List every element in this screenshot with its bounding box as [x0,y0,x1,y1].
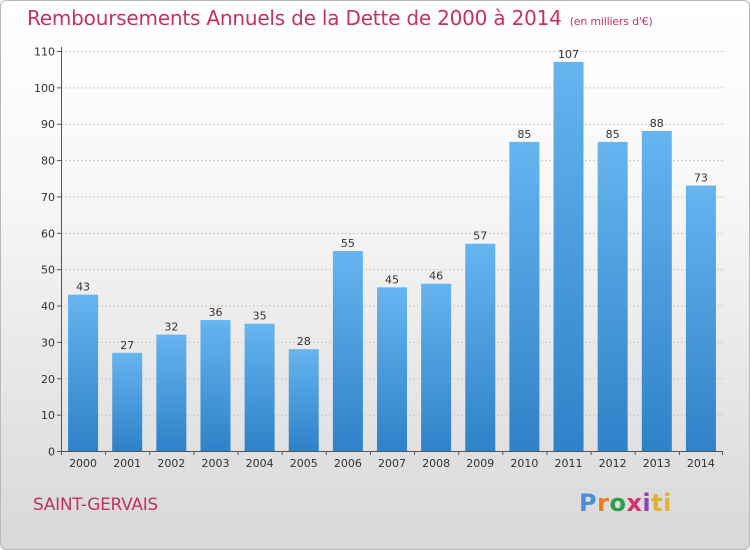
logo-letter: o [609,489,627,517]
bar-value-label: 36 [208,306,222,319]
bar [112,352,143,451]
proxiti-logo[interactable]: Proxiti [579,489,672,517]
x-tick-label: 2000 [69,457,97,470]
bar-value-label: 57 [473,230,487,243]
x-tick-label: 2005 [290,457,318,470]
bar [156,334,187,451]
bar [597,141,628,451]
x-tick-label: 2001 [113,457,141,470]
bar [509,141,540,451]
bar-value-label: 46 [429,270,443,283]
x-tick-label: 2008 [422,457,450,470]
y-tick-label: 70 [41,191,55,204]
y-tick-label: 110 [34,46,55,59]
y-tick-label: 60 [41,227,55,240]
bar [288,349,319,451]
x-tick-label: 2010 [510,457,538,470]
bar-value-label: 85 [517,128,531,141]
bar-value-label: 28 [297,335,311,348]
bar [68,294,99,451]
bar [244,323,275,451]
bar [553,61,584,452]
bar-value-label: 27 [120,339,134,352]
x-tick-label: 2006 [334,457,362,470]
logo-letter: ti [651,489,672,517]
bar-value-label: 107 [558,48,579,61]
bar-value-label: 32 [164,321,178,334]
unit-note: (en milliers d'€) [569,15,653,28]
chart-title: Remboursements Annuels de la Dette de 20… [27,6,653,30]
logo-letter: x [626,489,643,517]
bar-value-label: 85 [606,128,620,141]
y-tick-label: 50 [41,264,55,277]
x-tick-label: 2002 [157,457,185,470]
y-tick-label: 40 [41,300,55,313]
y-tick-label: 10 [41,409,55,422]
y-tick-label: 30 [41,336,55,349]
y-tick-label: 20 [41,373,55,386]
bar [332,251,363,451]
y-tick-label: 0 [48,446,55,459]
x-tick-label: 2014 [687,457,715,470]
y-tick-label: 100 [34,82,55,95]
x-tick-label: 2007 [378,457,406,470]
bar-value-label: 35 [253,310,267,323]
bar [421,283,452,451]
bars: 43 27 32 36 35 28 55 45 46 57 85 107 85 88 73 [68,48,716,452]
y-tick-label: 90 [41,118,55,131]
logo-letter: P [579,489,598,517]
axes: 0 10 20 30 40 50 60 70 80 90 100 110 2000 2001 2002 200… [34,46,723,470]
bar-value-label: 73 [694,172,708,185]
bar [200,320,231,451]
x-tick-label: 2009 [466,457,494,470]
bar-value-label: 45 [385,273,399,286]
bar-value-label: 43 [76,281,90,294]
y-tick-label: 80 [41,155,55,168]
logo-letter: i [642,489,652,517]
x-tick-label: 2004 [246,457,274,470]
bar-value-label: 55 [341,237,355,250]
bar [641,131,672,451]
bar-value-label: 88 [650,117,664,130]
logo-letter: r [597,489,610,517]
x-tick-label: 2012 [599,457,627,470]
bar [685,185,716,451]
title-text: Remboursements Annuels de la Dette de 20… [27,6,562,30]
x-tick-label: 2013 [643,457,671,470]
bar [377,287,407,451]
commune-name: SAINT-GERVAIS [33,495,158,515]
x-tick-label: 2011 [555,457,583,470]
bar [465,243,496,451]
x-tick-label: 2003 [201,457,229,470]
